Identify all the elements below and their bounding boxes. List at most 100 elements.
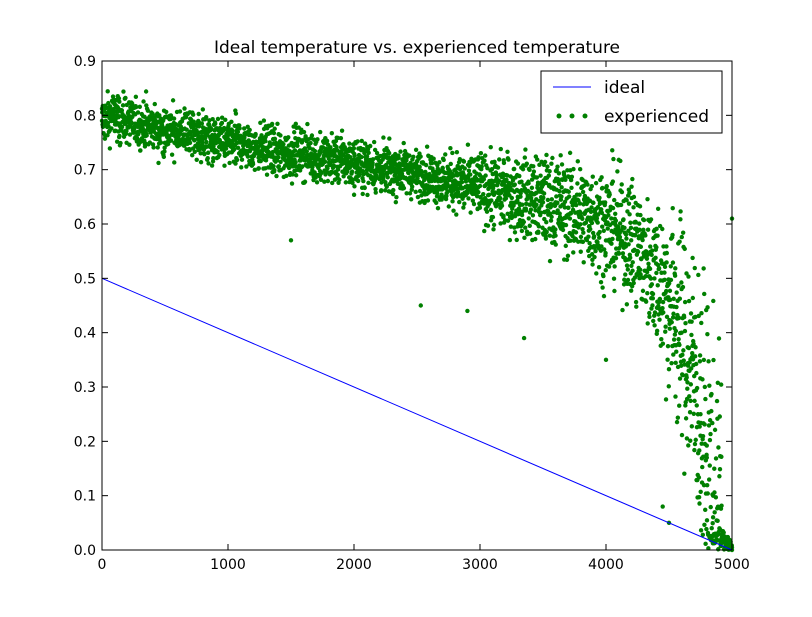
experienced-point bbox=[567, 216, 573, 221]
experienced-point bbox=[222, 163, 227, 168]
experienced-point bbox=[682, 362, 687, 367]
experienced-point bbox=[402, 148, 408, 154]
legend-label-experienced: experienced bbox=[604, 107, 709, 127]
experienced-point bbox=[682, 246, 687, 252]
experienced-point bbox=[515, 161, 521, 166]
experienced-point bbox=[252, 167, 258, 173]
experienced-point bbox=[648, 217, 654, 222]
experienced-point bbox=[633, 299, 639, 305]
experienced-point bbox=[613, 211, 618, 216]
experienced-point bbox=[194, 157, 199, 162]
experienced-point bbox=[616, 227, 621, 232]
experienced-point bbox=[685, 380, 690, 385]
experienced-point bbox=[580, 189, 586, 195]
experienced-point bbox=[708, 504, 713, 510]
experienced-point bbox=[523, 147, 528, 152]
experienced-point bbox=[598, 279, 604, 285]
experienced-point bbox=[418, 154, 423, 159]
experienced-point bbox=[713, 456, 719, 461]
experienced-point bbox=[624, 198, 629, 203]
experienced-point bbox=[704, 443, 709, 448]
experienced-point bbox=[348, 154, 353, 160]
experienced-point bbox=[245, 154, 251, 159]
experienced-point bbox=[548, 218, 554, 223]
experienced-point bbox=[566, 205, 571, 210]
experienced-point bbox=[595, 220, 600, 225]
experienced-point bbox=[520, 167, 526, 172]
experienced-point bbox=[686, 274, 691, 279]
experienced-point bbox=[338, 135, 344, 141]
experienced-point bbox=[241, 126, 247, 131]
experienced-point bbox=[364, 162, 369, 167]
experienced-point bbox=[706, 359, 711, 364]
experienced-point bbox=[295, 143, 300, 148]
experienced-point bbox=[387, 136, 392, 141]
experienced-point bbox=[450, 195, 456, 200]
experienced-point bbox=[526, 181, 531, 186]
experienced-point bbox=[281, 141, 286, 147]
experienced-point bbox=[498, 195, 503, 201]
experienced-point bbox=[164, 109, 169, 115]
experienced-point bbox=[209, 163, 215, 168]
experienced-point bbox=[385, 175, 390, 180]
experienced-point bbox=[528, 194, 533, 200]
experienced-point bbox=[628, 225, 634, 231]
experienced-point bbox=[527, 231, 533, 236]
experienced-point bbox=[649, 282, 655, 287]
experienced-point bbox=[697, 359, 703, 364]
experienced-point bbox=[314, 156, 319, 161]
experienced-point bbox=[544, 152, 549, 158]
experienced-point bbox=[589, 184, 594, 189]
experienced-point bbox=[402, 167, 407, 172]
experienced-point bbox=[706, 546, 711, 551]
experienced-point bbox=[578, 210, 583, 216]
y-tick-label: 0.6 bbox=[74, 217, 96, 233]
experienced-point bbox=[635, 249, 641, 254]
experienced-point bbox=[335, 172, 340, 177]
experienced-point bbox=[162, 145, 167, 150]
experienced-point bbox=[382, 188, 388, 193]
experienced-point bbox=[683, 416, 689, 421]
experienced-series bbox=[99, 89, 735, 553]
experienced-point bbox=[648, 244, 653, 249]
experienced-point bbox=[559, 194, 564, 199]
experienced-point bbox=[529, 185, 535, 191]
experienced-point bbox=[645, 227, 651, 232]
experienced-point bbox=[204, 139, 209, 145]
experienced-point bbox=[407, 191, 413, 196]
experienced-point bbox=[258, 158, 263, 164]
experienced-point bbox=[680, 230, 686, 235]
experienced-point bbox=[680, 284, 686, 290]
experienced-point bbox=[116, 113, 121, 119]
experienced-point bbox=[617, 234, 623, 240]
experienced-point bbox=[686, 443, 691, 448]
experienced-point bbox=[374, 150, 380, 156]
experienced-point bbox=[451, 208, 456, 213]
experienced-point bbox=[119, 124, 125, 130]
experienced-point bbox=[626, 201, 632, 206]
experienced-point bbox=[580, 239, 586, 245]
experienced-point bbox=[712, 466, 717, 471]
experienced-point bbox=[290, 172, 295, 177]
experienced-point bbox=[184, 127, 189, 132]
experienced-point bbox=[497, 157, 502, 162]
experienced-point bbox=[127, 132, 133, 137]
experienced-point bbox=[563, 222, 569, 228]
experienced-point bbox=[634, 304, 639, 309]
experienced-point bbox=[594, 216, 600, 221]
experienced-point bbox=[637, 221, 642, 226]
experienced-point bbox=[123, 95, 128, 101]
experienced-point bbox=[690, 295, 696, 301]
experienced-point bbox=[522, 235, 527, 241]
experienced-point bbox=[718, 382, 724, 387]
experienced-point bbox=[489, 166, 495, 172]
experienced-point bbox=[308, 140, 313, 146]
experienced-point bbox=[623, 232, 629, 237]
experienced-point bbox=[368, 143, 373, 149]
experienced-point bbox=[488, 218, 494, 223]
experienced-point bbox=[668, 277, 674, 283]
experienced-point bbox=[182, 106, 187, 111]
experienced-point bbox=[568, 211, 574, 216]
experienced-point bbox=[557, 188, 562, 194]
